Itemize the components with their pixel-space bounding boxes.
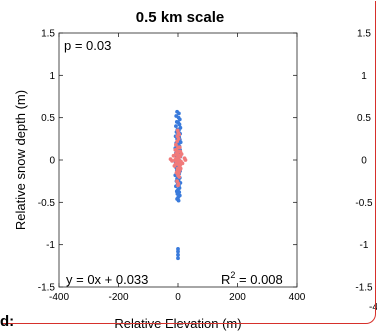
p-value-label: p = 0.03: [64, 38, 111, 53]
x-tick-label: 400: [289, 292, 306, 303]
partial-x-tick-label: -4: [369, 302, 377, 313]
y-tick-label: -1: [46, 240, 55, 251]
data-points: [168, 109, 188, 261]
right-y-tick-label: 0: [361, 156, 367, 167]
y-tick-label: -1.5: [38, 283, 56, 294]
red-data-point: [174, 142, 178, 147]
y-tick-label: 0.5: [41, 113, 55, 124]
x-tick-label: 0: [175, 292, 181, 303]
blue-data-point: [176, 256, 180, 261]
right-y-tick-label: -0.5: [355, 198, 373, 209]
red-data-point: [176, 170, 181, 175]
y-tick-label: 1: [49, 71, 55, 82]
chart-title: 0.5 km scale: [136, 9, 224, 26]
blue-data-point: [176, 252, 180, 257]
blue-data-point: [176, 111, 181, 116]
tick-marks: [58, 32, 298, 288]
red-data-point: [170, 158, 174, 163]
x-axis-label: Relative Elevation (m): [114, 316, 241, 331]
fit-equation-label: y = 0x + 0.033: [66, 272, 148, 287]
red-data-point: [178, 149, 183, 154]
red-data-point: [175, 128, 180, 133]
blue-data-point: [177, 117, 182, 122]
right-y-tick-label: 0.5: [357, 113, 371, 124]
red-data-point: [175, 166, 180, 171]
blue-data-point: [176, 249, 180, 254]
x-tick-labels: -400 -200 0 200 400: [49, 292, 306, 303]
red-data-point: [175, 158, 180, 162]
right-y-tick-label: 1.5: [357, 29, 371, 40]
right-y-tick-label: 1: [361, 71, 367, 82]
cut-off-text: d:: [0, 313, 15, 330]
red-data-point: [176, 183, 180, 188]
y-tick-labels: 1.5 1 0.5 0 -0.5 -1 -1.5: [38, 29, 56, 294]
y-tick-label: 0: [49, 156, 55, 167]
blue-data-point: [176, 198, 181, 203]
red-data-point: [177, 153, 182, 158]
x-tick-label: -400: [49, 292, 69, 303]
x-tick-label: 200: [229, 292, 246, 303]
red-data-point: [174, 152, 178, 156]
red-data-point: [175, 134, 180, 139]
y-axis-label: Relative snow depth (m): [13, 90, 28, 230]
red-data-point: [178, 163, 182, 167]
red-data-point: [176, 145, 180, 150]
r-squared-label: R2 = 0.008: [221, 270, 283, 287]
y-tick-label: 1.5: [41, 29, 55, 40]
right-y-tick-label: -1: [360, 240, 369, 251]
y-tick-label: -0.5: [38, 198, 56, 209]
right-y-tick-labels: 1.5 1 0.5 0 -0.5 -1 -1.5: [355, 29, 373, 294]
blue-data-point: [174, 124, 178, 129]
blue-data-point: [177, 122, 182, 127]
x-tick-label: -200: [108, 292, 128, 303]
right-y-tick-label: -1.5: [355, 283, 373, 294]
red-data-point: [182, 156, 187, 161]
